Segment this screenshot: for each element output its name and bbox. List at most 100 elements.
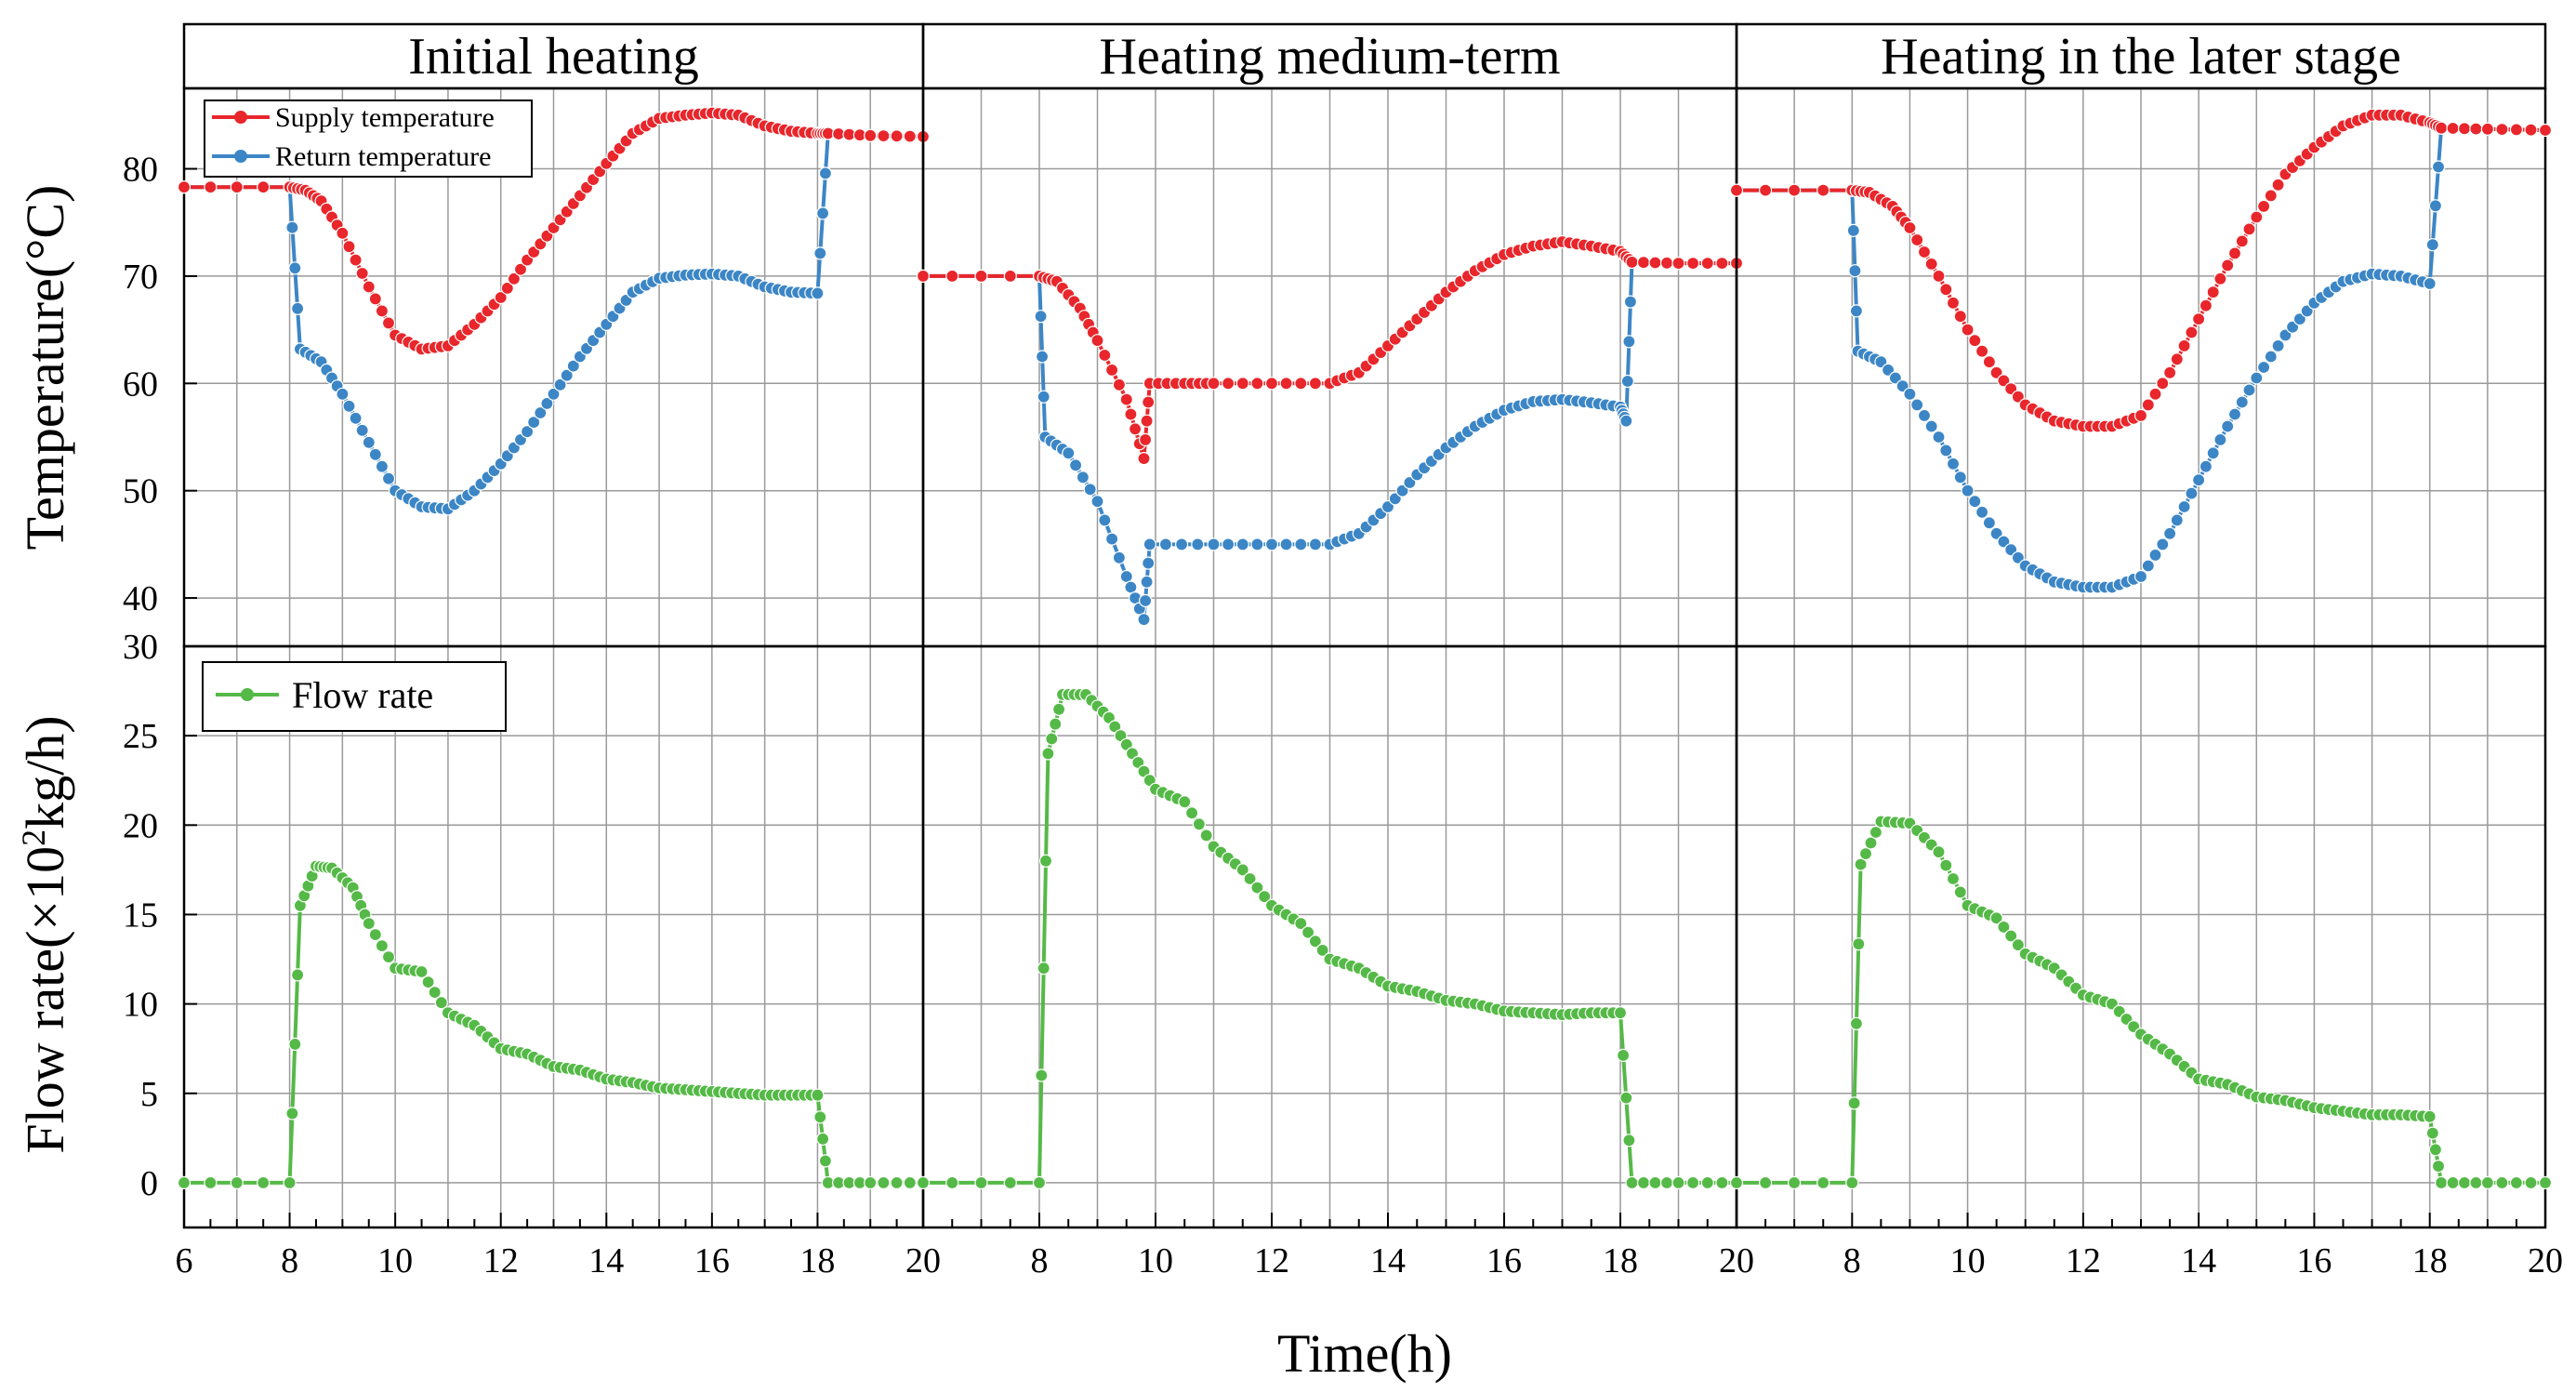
x-tick-label: 12 xyxy=(1254,1241,1289,1280)
flow-rate-point xyxy=(811,1088,825,1102)
flow-rate-point xyxy=(2480,1175,2494,1190)
supply-temperature-point xyxy=(494,290,508,305)
supply-temperature-point xyxy=(2141,398,2155,412)
supply-temperature-point xyxy=(375,304,389,318)
y-axis-title-flow-suffix: kg/h) xyxy=(15,715,75,829)
x-tick-label: 12 xyxy=(483,1241,519,1280)
flow-rate-point xyxy=(1648,1175,1662,1190)
flow-rate-point xyxy=(291,968,305,982)
supply-temperature-point xyxy=(1729,183,1744,197)
supply-temperature-point xyxy=(1142,395,1156,409)
return-temperature-point xyxy=(1062,446,1076,460)
supply-temperature-point xyxy=(1917,245,1932,259)
supply-temperature-point xyxy=(1098,348,1112,363)
flow-y-tick-label: 20 xyxy=(123,806,158,845)
flow-rate-point xyxy=(1258,890,1272,904)
return-temperature-point xyxy=(547,387,561,401)
temp-y-tick-label: 80 xyxy=(123,151,158,190)
supply-temperature-point xyxy=(1939,283,1953,297)
return-temperature-point xyxy=(1975,505,1989,519)
supply-temperature-point xyxy=(2250,210,2264,224)
return-temperature-point xyxy=(342,399,356,413)
flow-rate-point xyxy=(2428,1143,2442,1157)
supply-temperature-point xyxy=(2163,365,2177,379)
flow-y-tick-label: 5 xyxy=(140,1075,158,1114)
legend-return-marker xyxy=(234,150,247,163)
return-temperature-point xyxy=(2133,569,2148,584)
supply-temperature-series xyxy=(1729,108,2553,433)
supply-temperature-point xyxy=(1648,256,1662,270)
flow-rate-point xyxy=(375,938,389,953)
flow-rate-point xyxy=(1953,885,1967,899)
return-temperature-point xyxy=(811,286,825,300)
supply-temperature-point xyxy=(362,280,376,294)
panel-title: Initial heating xyxy=(408,28,699,86)
return-temperature-point xyxy=(1143,537,1156,551)
temp-y-tick-label: 50 xyxy=(123,472,158,511)
panel-2: Heating medium-term 8 10 12 14 16 18 20 xyxy=(916,22,1754,1280)
supply-temperature-point xyxy=(1975,344,1989,358)
return-temperature-point xyxy=(1140,575,1154,589)
return-temperature-point xyxy=(2192,473,2206,487)
return-temperature-point xyxy=(1903,387,1917,401)
flow-rate-point xyxy=(2538,1175,2553,1190)
supply-temperature-point xyxy=(2206,285,2220,299)
supply-temperature-point xyxy=(230,180,244,194)
return-temperature-point xyxy=(1142,556,1156,570)
supply-temperature-point xyxy=(368,292,382,306)
x-tick-label: 8 xyxy=(281,1241,298,1280)
return-temperature-point xyxy=(288,261,302,275)
return-temperature-point xyxy=(362,435,376,449)
return-temperature-point xyxy=(1924,419,1938,433)
return-temperature-point xyxy=(1917,408,1932,422)
flow-rate-point xyxy=(974,1175,988,1190)
return-temperature-point xyxy=(2185,486,2199,500)
gridlines xyxy=(1737,88,2545,1227)
supply-temperature-point xyxy=(2538,123,2553,138)
supply-temperature-point xyxy=(1137,452,1151,466)
supply-temperature-point xyxy=(1221,377,1235,391)
return-temperature-point xyxy=(375,459,389,473)
supply-temperature-point xyxy=(1787,183,1802,197)
supply-temperature-point xyxy=(381,316,396,330)
supply-temperature-point xyxy=(1279,377,1293,391)
return-temperature-point xyxy=(2423,276,2437,291)
flow-rate-point xyxy=(204,1175,218,1190)
return-temperature-point xyxy=(2235,395,2249,409)
supply-temperature-point xyxy=(2213,272,2227,285)
flow-rate-point xyxy=(1294,916,1308,931)
flow-rate-point xyxy=(230,1175,244,1190)
return-temperature-point xyxy=(1104,532,1119,546)
return-temperature-point xyxy=(1034,310,1048,324)
supply-temperature-point xyxy=(1671,257,1685,271)
return-temperature-point xyxy=(2199,459,2213,473)
flow-rate-point xyxy=(283,1175,297,1190)
return-temperature-point xyxy=(1250,537,1264,551)
flow-rate-point xyxy=(1852,937,1866,951)
flow-rate-point xyxy=(2446,1175,2460,1190)
flow-rate-point xyxy=(2524,1175,2538,1190)
flow-rate-point xyxy=(1051,702,1066,716)
return-temperature-point xyxy=(1961,484,1975,498)
flow-y-tick-label: 15 xyxy=(123,896,158,935)
supply-temperature-point xyxy=(1138,432,1153,446)
flow-rate-point xyxy=(1003,1175,1017,1190)
supply-temperature-point xyxy=(1124,407,1138,421)
flow-rate-point xyxy=(1038,854,1053,868)
return-temperature-point xyxy=(1846,223,1860,237)
return-temperature-point xyxy=(1035,350,1050,364)
return-temperature-point xyxy=(2177,499,2191,514)
flow-rate-point xyxy=(2011,938,2025,952)
flow-rate-point xyxy=(1659,1175,1674,1190)
return-temperature-point xyxy=(1138,593,1153,608)
return-temperature-point xyxy=(566,359,580,373)
flow-rate-point xyxy=(1035,1068,1049,1082)
return-temperature-point xyxy=(818,166,833,180)
flow-y-tick-label: 10 xyxy=(123,986,158,1025)
x-tick-label: 10 xyxy=(1950,1241,1986,1280)
supply-temperature-point xyxy=(355,266,369,281)
y-axis-title-temperature: Temperature(°C) xyxy=(15,185,75,551)
x-tick-label: 14 xyxy=(588,1241,624,1280)
supply-temperature-point xyxy=(2524,123,2538,137)
flow-rate-point xyxy=(1192,817,1207,831)
